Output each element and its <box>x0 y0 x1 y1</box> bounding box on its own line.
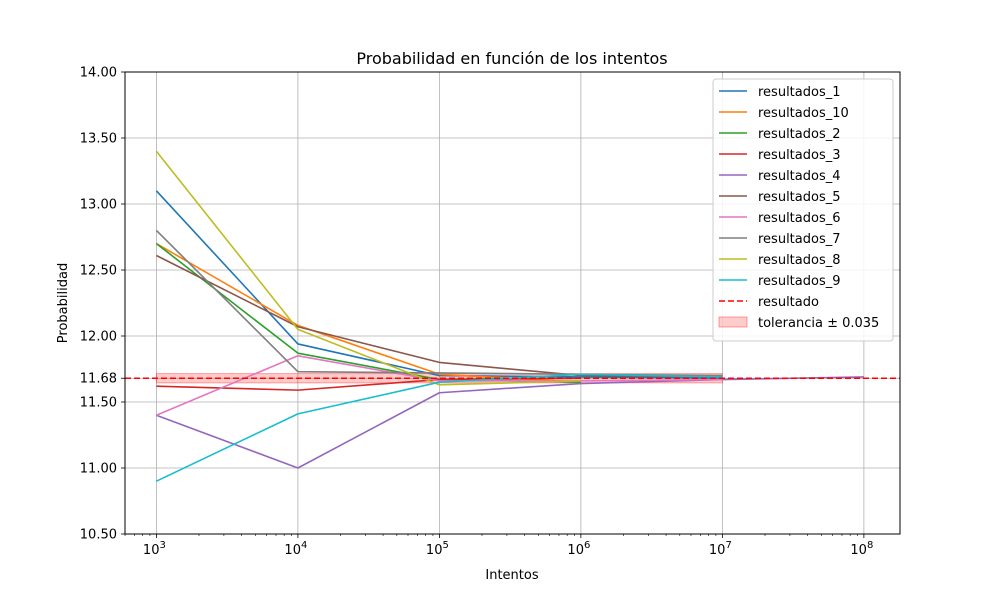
legend-label: resultados_7 <box>758 232 841 247</box>
legend-label: resultados_10 <box>758 106 849 121</box>
series-line-resultados_1 <box>155 190 723 380</box>
y-tick-label: 12.50 <box>80 264 117 279</box>
series-line-resultados_5 <box>156 254 723 378</box>
x-tick-label: 108 <box>850 540 873 558</box>
x-tick-label: 104 <box>284 540 307 558</box>
x-tick-label: 103 <box>143 540 166 558</box>
legend-label: resultados_9 <box>758 274 841 289</box>
legend-label: resultados_1 <box>758 85 841 100</box>
legend-label: tolerancia ± 0.035 <box>758 316 879 331</box>
legend-label: resultado <box>758 295 819 310</box>
y-tick-label: 11.50 <box>80 396 117 411</box>
y-tick-label: 11.68 <box>80 372 117 387</box>
series-line-resultados_9 <box>156 373 723 482</box>
series-line-resultados_8 <box>155 150 581 386</box>
legend-label: resultados_2 <box>758 127 841 142</box>
legend-frame <box>712 78 894 342</box>
ticks-layer: 103 104 105 106 107 108 10.50 11.00 11.50 11.68 12… <box>80 66 874 559</box>
series-line-resultados_4 <box>156 376 864 469</box>
y-tick-label: 11.00 <box>80 462 117 477</box>
legend-label: resultados_3 <box>758 148 841 163</box>
x-axis-label: Intentos <box>485 568 538 583</box>
legend-label: resultados_5 <box>758 190 841 205</box>
y-tick-label: 10.50 <box>80 528 117 543</box>
y-axis-label: Probabilidad <box>56 263 71 343</box>
y-tick-label: 12.00 <box>80 330 117 345</box>
plot-frame <box>124 71 901 535</box>
x-tick-label: 105 <box>426 540 449 558</box>
x-tick-label: 106 <box>567 540 590 558</box>
x-tick-label: 107 <box>709 540 732 558</box>
legend-label: resultados_8 <box>758 253 841 268</box>
legend: resultados_1 resultados_10 resultados_2res… <box>712 78 894 342</box>
y-tick-label: 13.00 <box>80 198 117 213</box>
series-line-resultados_6 <box>156 354 723 416</box>
chart-title: Probabilidad en función de los intentos <box>356 49 667 68</box>
y-tick-label: 13.50 <box>80 132 117 147</box>
y-tick-label: 14.00 <box>80 66 117 81</box>
legend-label: resultados_4 <box>758 169 841 184</box>
series-layer <box>155 150 864 482</box>
legend-label: resultados_6 <box>758 211 841 226</box>
legend-swatch <box>718 316 748 328</box>
